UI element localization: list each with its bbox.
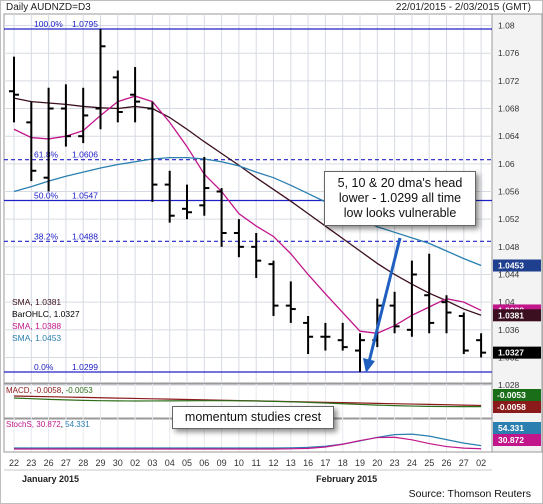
legend-sma-5: SMA, 1.0453 xyxy=(12,333,62,343)
y-tick-label: 1.056 xyxy=(498,187,520,197)
y-tick-label: 1.072 xyxy=(498,76,520,86)
x-tick-label: 09 xyxy=(217,458,227,468)
stoch-k-line xyxy=(14,433,482,449)
x-tick-label: 26 xyxy=(44,458,54,468)
macd-price-label: -0.0053 xyxy=(497,390,526,400)
macd-price-label: -0.0058 xyxy=(497,402,526,412)
fib-level-label: 100.0% xyxy=(34,19,63,29)
x-tick-label: 11 xyxy=(252,458,261,468)
x-tick-label: 18 xyxy=(338,458,348,468)
fib-level-value: 1.0299 xyxy=(72,362,98,372)
fib-level-label: 50.0% xyxy=(34,191,59,201)
chart-title: Daily AUDNZD=D3 xyxy=(6,2,91,13)
x-tick-label: 12 xyxy=(268,458,278,468)
x-tick-label: 19 xyxy=(355,458,365,468)
stoch-d-line xyxy=(14,436,482,450)
x-tick-label: 13 xyxy=(286,458,296,468)
x-tick-label: 24 xyxy=(407,458,417,468)
fib-level-label: 38.2% xyxy=(34,231,59,241)
price-label: 1.0381 xyxy=(498,310,524,320)
price-label: 1.0327 xyxy=(498,348,524,358)
fib-level-label: 0.0% xyxy=(34,362,54,372)
stoch-legend: StochS, 30.872, 54.331 xyxy=(6,420,90,429)
x-tick-label: 28 xyxy=(78,458,88,468)
y-tick-label: 1.068 xyxy=(498,104,520,114)
x-tick-label: 22 xyxy=(9,458,19,468)
fib-level-value: 1.0795 xyxy=(72,19,98,29)
y-tick-label: 1.036 xyxy=(498,325,520,335)
x-tick-label: 26 xyxy=(441,458,451,468)
callout-arrow xyxy=(367,237,402,363)
x-tick-label: 27 xyxy=(459,458,469,468)
x-tick-label: 16 xyxy=(303,458,313,468)
stoch-price-label: 30.872 xyxy=(498,435,524,445)
price-label-box xyxy=(493,309,541,322)
fib-level-value: 1.0547 xyxy=(72,191,98,201)
sma-line xyxy=(13,95,482,334)
stoch-price-box xyxy=(493,422,541,434)
y-tick-label: 1.08 xyxy=(498,21,515,31)
indicator-legend: SMA, 1.0381 BarOHLC, 1.0327 SMA, 1.0388 … xyxy=(12,296,80,344)
x-tick-label: 20 xyxy=(372,458,382,468)
x-month-label: February 2015 xyxy=(316,474,377,484)
x-tick-label: 05 xyxy=(182,458,192,468)
sma-line xyxy=(13,156,482,267)
sma-line xyxy=(13,97,482,316)
analysis-callout: 5, 10 & 20 dma's head lower - 1.0299 all… xyxy=(324,171,476,226)
price-label-box xyxy=(493,346,541,359)
fib-level-label: 61.8% xyxy=(34,150,59,160)
x-tick-label: 30 xyxy=(113,458,123,468)
macd-signal-line xyxy=(13,397,482,408)
x-tick-label: 23 xyxy=(390,458,400,468)
y-tick-label: 1.064 xyxy=(498,131,520,141)
price-label: 1.0453 xyxy=(498,261,524,271)
momentum-callout: momentum studies crest xyxy=(172,406,334,429)
y-tick-label: 1.076 xyxy=(498,48,520,58)
y-tick-label: 1.04 xyxy=(498,297,515,307)
y-tick-label: 1.044 xyxy=(498,269,520,279)
date-range: 22/01/2015 - 2/03/2015 (GMT) xyxy=(395,2,531,13)
x-month-label: January 2015 xyxy=(22,474,79,484)
x-tick-label: 10 xyxy=(234,458,244,468)
price-axis xyxy=(491,13,543,453)
macd-price-box xyxy=(493,389,541,401)
stoch-price-box xyxy=(493,434,541,446)
callout-line-2: lower - 1.0299 all time xyxy=(338,191,462,205)
x-tick-label: 27 xyxy=(61,458,71,468)
x-tick-label: 29 xyxy=(95,458,105,468)
x-tick-label: 06 xyxy=(199,458,209,468)
y-tick-label: 1.052 xyxy=(498,214,520,224)
callout-arrowhead xyxy=(363,358,375,373)
x-tick-label: 25 xyxy=(424,458,434,468)
macd-legend: MACD, -0.0058, -0.0053 xyxy=(6,386,93,395)
callout-line-1: 5, 10 & 20 dma's head xyxy=(337,176,463,190)
y-tick-label: 1.048 xyxy=(498,242,520,252)
x-tick-label: 17 xyxy=(320,458,330,468)
x-tick-label: 23 xyxy=(26,458,36,468)
y-tick-label: 1.028 xyxy=(498,380,520,390)
fib-level-value: 1.0488 xyxy=(72,231,98,241)
source-credit: Source: Thomson Reuters xyxy=(408,488,531,500)
legend-sma-20: SMA, 1.0381 xyxy=(12,297,62,307)
callout-line-3: low looks vulnerable xyxy=(343,206,457,220)
stoch-price-label: 54.331 xyxy=(498,423,524,433)
x-tick-label: 03 xyxy=(147,458,157,468)
x-tick-label: 04 xyxy=(165,458,175,468)
legend-bar-ohlc: BarOHLC, 1.0327 xyxy=(12,309,80,319)
x-tick-label: 02 xyxy=(476,458,486,468)
x-tick-label: 02 xyxy=(130,458,140,468)
fib-level-value: 1.0606 xyxy=(72,150,98,160)
macd-price-box xyxy=(493,401,541,413)
legend-sma-10: SMA, 1.0388 xyxy=(12,321,62,331)
price-label-box xyxy=(493,259,541,272)
y-tick-label: 1.06 xyxy=(498,159,515,169)
